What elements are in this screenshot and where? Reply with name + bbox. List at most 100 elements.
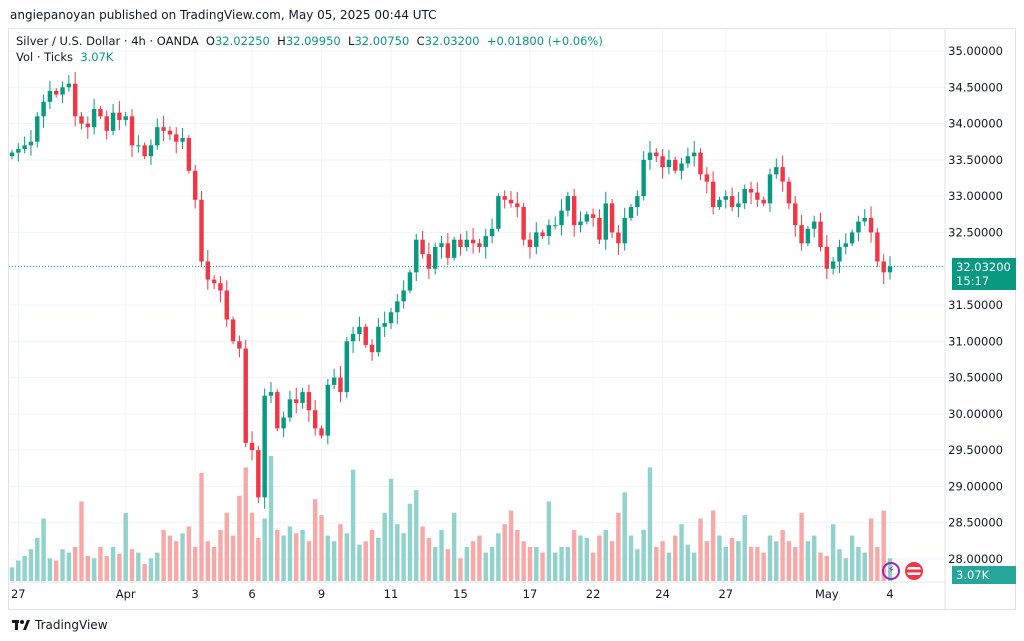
time-tick-label: 27	[718, 587, 733, 601]
candle-body	[325, 384, 331, 436]
volume-bar	[338, 524, 343, 581]
volume-bar	[85, 556, 91, 581]
candle-body	[641, 159, 646, 197]
volume-bar	[685, 544, 691, 581]
volume-bar	[192, 546, 198, 581]
volume-bar	[502, 524, 507, 581]
volume-bar	[294, 533, 299, 581]
volume-bar	[799, 512, 804, 581]
candle-body	[129, 116, 135, 146]
candle-body	[72, 83, 78, 117]
volume-bar	[710, 510, 716, 581]
us-flag-icon[interactable]	[905, 562, 923, 580]
brand-name: TradingView	[35, 618, 108, 632]
candle-body	[837, 246, 842, 262]
candle-body	[862, 217, 867, 222]
bar-countdown: 15:17	[956, 274, 990, 289]
candle-body	[856, 221, 861, 233]
candle-body	[211, 279, 217, 284]
volume-bar	[414, 490, 419, 581]
candle-body	[496, 196, 501, 229]
last-price-label: 32.03200 15:17	[952, 258, 1016, 291]
candle-body	[155, 127, 160, 146]
lightning-icon[interactable]: ⚡	[882, 562, 900, 580]
volume-bar	[230, 535, 236, 581]
price-tick-label: 30.00000	[948, 407, 1003, 421]
volume-bar	[862, 552, 867, 581]
candle-body	[464, 239, 470, 247]
candle-body	[755, 192, 760, 200]
candle-body	[451, 239, 457, 258]
volume-bar	[609, 541, 615, 581]
volume-bar	[654, 546, 659, 581]
volume-bar	[420, 526, 425, 581]
volume-bar	[287, 526, 293, 581]
volume-bar	[679, 524, 684, 581]
volume-bar	[281, 535, 286, 581]
volume-bar	[837, 549, 842, 581]
volume-bar	[350, 469, 356, 581]
volume-bar	[199, 473, 204, 581]
candle-body	[868, 217, 874, 233]
volume-bar	[755, 546, 760, 581]
volume-bar	[534, 546, 539, 581]
time-tick-label: 15	[453, 587, 468, 601]
time-tick-label: 4	[886, 587, 893, 601]
volume-bar	[811, 535, 817, 581]
candle-body	[553, 225, 558, 227]
volume-bar	[767, 535, 773, 581]
volume-bar	[622, 492, 627, 581]
volume-bar	[249, 512, 255, 581]
volume-bar	[849, 535, 855, 581]
open-value: 32.02250	[214, 34, 270, 48]
volume-bar	[148, 558, 154, 581]
volume-bar	[559, 546, 564, 581]
volume-bar	[237, 495, 242, 581]
volume-bar	[565, 546, 571, 581]
candle-body	[458, 239, 463, 247]
volume-bar	[818, 552, 823, 581]
candle-body	[723, 196, 728, 200]
candle-body	[515, 203, 520, 208]
candle-body	[673, 159, 678, 171]
volume-bar	[742, 515, 747, 581]
last-price: 32.03200	[956, 260, 1011, 275]
volume-bar	[300, 529, 305, 581]
candle-body	[218, 283, 223, 291]
volume-bar	[590, 552, 596, 581]
price-tick-label: 35.00000	[948, 44, 1003, 58]
symbol-title[interactable]: Silver / U.S. Dollar · 4h · OANDA	[16, 34, 199, 48]
volume-bar	[875, 546, 880, 581]
volume-bar	[597, 535, 602, 581]
candle-body	[60, 87, 65, 95]
candle-body	[395, 301, 400, 313]
candle-body	[47, 90, 53, 102]
volume-bar	[464, 546, 470, 581]
candle-body	[887, 266, 893, 273]
volume-title[interactable]: Vol · Ticks	[16, 50, 74, 64]
candle-body	[237, 341, 242, 349]
candle-body	[9, 152, 15, 157]
volume-bar	[376, 537, 381, 581]
candle-body	[685, 156, 691, 164]
volume-bar	[91, 558, 97, 581]
volume-bar	[496, 533, 501, 581]
volume-bar	[868, 518, 874, 581]
candle-body	[117, 112, 122, 120]
volume-bar	[388, 478, 394, 581]
tradingview-logo[interactable]: TradingView	[12, 618, 108, 632]
candle-body	[502, 196, 507, 200]
volume-bar	[717, 535, 722, 581]
candle-body	[780, 167, 785, 182]
volume-bar	[521, 541, 526, 581]
candle-body	[243, 348, 248, 443]
candle-body	[66, 83, 72, 88]
candle-body	[79, 116, 84, 124]
price-tick-label: 30.50000	[948, 371, 1003, 385]
high-label: H	[277, 34, 286, 48]
candle-body	[824, 246, 830, 269]
candle-body	[691, 152, 697, 157]
candle-body	[22, 145, 27, 149]
candle-body	[647, 152, 653, 160]
